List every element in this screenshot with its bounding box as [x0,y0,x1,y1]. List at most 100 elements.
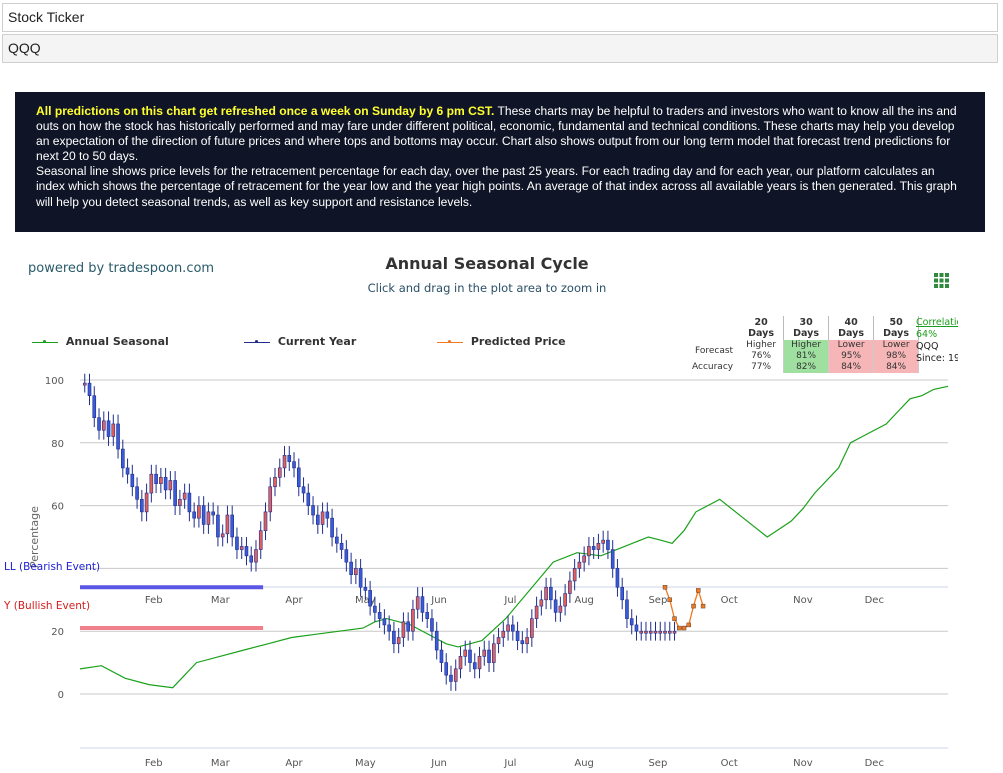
candlestick [121,439,125,478]
candle-body [558,605,563,613]
candlestick [159,467,163,494]
candlestick [653,621,658,641]
candle-body [544,586,548,601]
candle-body [254,549,258,563]
candle-body [463,649,468,657]
candlestick [239,537,244,559]
candle-body [263,511,268,532]
candle-body [163,477,168,491]
candlestick [634,615,639,641]
candle-body [396,637,401,645]
legend-annual-seasonal[interactable]: Annual Seasonal [32,335,169,348]
x-tick-label: Sep [648,595,667,606]
candle-body [344,549,349,563]
candlestick [368,580,372,616]
candlestick [453,659,458,691]
powered-by-link[interactable]: powered by tradespoon.com [28,261,215,276]
candle-body [140,499,144,513]
candle-body [320,511,325,525]
candle-body [582,555,586,563]
x-tick-label: Feb [145,595,163,606]
correlation-since: Since: 19 [916,353,958,364]
correlation-ticker: QQQ [916,341,939,352]
candle-body [644,630,648,634]
candle-body [87,382,92,397]
correlation-link[interactable]: Correlatic [916,317,958,328]
candlestick [420,587,425,622]
candlestick [339,533,344,559]
candlestick [672,621,677,641]
event-label: Y (Bullish Event) [3,600,90,612]
candle-body [501,630,506,638]
candlestick [458,646,463,679]
candle-body [468,649,472,663]
candle-body [577,561,582,569]
legend-swatch-annual [32,339,58,343]
candlestick [491,634,496,673]
candle-body [392,630,396,645]
candlestick [316,505,320,534]
candlestick [601,530,605,553]
candle-body [525,637,529,645]
forecast-pct-30: 81% [783,351,830,362]
candlestick [320,502,325,534]
candle-body [182,492,187,500]
predicted-price-line [664,586,704,629]
stock-ticker-value: QQQ [8,40,41,56]
candle-body [487,649,491,663]
candle-body [239,546,244,550]
candlestick [644,621,648,641]
predicted-point [691,603,696,609]
candle-body [373,605,377,613]
candlestick [335,527,339,553]
info-highlight: All predictions on this chart get refres… [36,104,495,118]
candlestick [468,640,472,673]
candle-body [258,530,263,550]
candle-body [187,492,192,513]
candle-body [572,568,577,582]
candlestick [544,577,548,610]
candle-body [653,630,658,634]
y-axis-label: Percentage [28,506,41,568]
candlestick [354,558,358,585]
candlestick [263,502,268,541]
candlestick [373,596,377,622]
candle-body [449,674,453,682]
candle-body [472,662,477,670]
candlestick [277,458,282,487]
candle-body [220,533,225,538]
x-tick-label: Aug [574,595,594,606]
legend-current-year[interactable]: Current Year [244,335,356,348]
legend-label-current: Current Year [277,335,357,348]
candle-body [354,568,358,575]
candle-body [382,618,387,626]
legend-predicted-price[interactable]: Predicted Price [437,335,566,348]
candlestick [178,489,182,516]
candlestick [106,411,111,446]
candle-body [349,561,353,575]
candlestick [363,577,368,600]
candle-body [639,630,644,634]
grid-menu-icon[interactable] [934,273,949,288]
candlestick [82,373,87,393]
candlestick [182,483,187,509]
candle-body [663,630,667,634]
candle-body [648,630,653,634]
candle-body [125,467,130,475]
predicted-point [696,588,701,593]
candle-body [406,621,410,632]
candle-body [368,590,372,607]
stock-ticker-input[interactable]: QQQ [2,34,998,63]
candlestick [539,590,544,616]
accuracy-pct-30: 82% [783,362,830,373]
forecast-header-40: 40 Days [828,316,875,340]
candle-body [434,630,439,651]
candlestick [168,471,173,500]
candle-body [625,599,629,619]
candlestick [173,471,177,516]
candle-body [292,461,296,469]
accuracy-row-label: Accuracy [692,362,734,372]
candle-body [325,511,330,519]
chart-title: Annual Seasonal Cycle [385,254,589,273]
